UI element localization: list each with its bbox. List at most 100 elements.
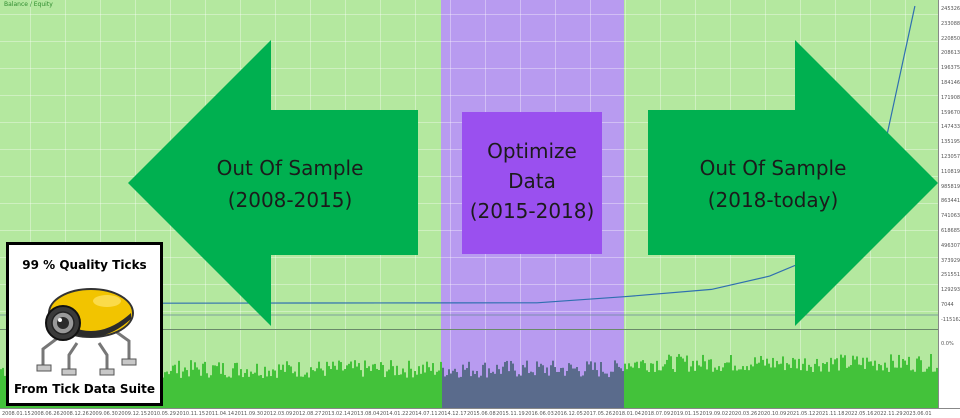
optimize-box [462,112,602,254]
deposit-load-bar [504,362,506,408]
price-axis-label: 741063 [941,213,960,220]
deposit-load-bar [388,369,390,408]
left-arrow-icon [128,40,418,326]
deposit-load-bar [526,360,528,408]
deposit-load-bar [374,363,376,408]
deposit-load-bar [368,366,370,408]
deposit-load-bar [860,365,862,408]
price-axis-label: 863441 [941,198,960,205]
deposit-load-bar [744,369,746,408]
deposit-load-bar [420,373,422,408]
deposit-load-bar [804,358,806,408]
deposit-load-bar [428,367,430,408]
deposit-load-bar [574,368,576,408]
chart-legend: Balance / Equity [4,1,53,8]
deposit-load-bar [836,358,838,408]
price-axis-label: 618685 [941,228,960,234]
deposit-load-bar [912,369,914,408]
time-axis-label: 2019.09.02 [699,411,729,417]
deposit-load-bar [292,373,294,408]
deposit-load-bar [304,374,306,408]
deposit-load-bar [500,373,502,408]
deposit-load-bar [818,366,820,408]
price-axis-label: 2330887 [941,20,960,27]
deposit-load-bar [350,361,352,408]
deposit-load-bar [324,375,326,408]
deposit-load-bar [426,361,428,408]
deposit-load-bar [364,360,366,408]
deposit-load-bar [790,367,792,408]
grid-line-vertical [625,0,626,408]
deposit-load-bar [276,377,278,408]
deposit-load-bar [910,370,912,408]
deposit-load-bar [884,362,886,408]
deposit-load-bar [184,367,186,408]
deposit-load-bar [672,368,674,408]
deposit-load-bar [780,363,782,408]
price-axis-label: 1963753 [941,65,960,72]
time-axis-label: 2008.01.15 [2,411,31,417]
deposit-load-bar [848,366,850,408]
deposit-load-bar [230,377,232,408]
time-axis-label: 2021.05.12 [786,411,816,417]
deposit-load-bar [606,373,608,408]
deposit-load-bar [404,372,406,408]
grid-line-horizontal [0,284,938,285]
deposit-load-bar [224,374,226,408]
deposit-load-bar [222,363,224,408]
deposit-load-bar [920,360,922,408]
time-axis-label: 2020.10.09 [757,411,787,417]
left-arrow-title: Out Of Sample [216,156,364,180]
deposit-load-bar [562,367,564,408]
deposit-load-bar [844,355,846,408]
deposit-load-bar [568,363,570,408]
deposit-load-bar [750,364,752,408]
deposit-load-bar [776,360,778,408]
time-axis-label: 2018.07.09 [641,411,671,417]
deposit-load-bar [476,370,478,408]
deposit-load-bar [312,370,314,408]
deposit-load-bar [638,368,640,408]
deposit-load-bar [688,371,690,408]
deposit-load-bar [706,369,708,408]
time-axis-label: 2011.04.14 [205,411,235,417]
deposit-load-bar [542,365,544,408]
deposit-load-bar [272,369,274,408]
deposit-load-bar [756,363,758,408]
deposit-load-bar [510,360,512,408]
deposit-load-bar [180,377,182,408]
deposit-load-bar [444,376,446,408]
deposit-load-bar [838,370,840,408]
deposit-load-bar [840,354,842,408]
deposit-load-bar [270,376,272,408]
deposit-load-bar [620,368,622,408]
deposit-load-bar [538,366,540,408]
deposit-load-bar [710,359,712,408]
time-axis-label: 2012.08.27 [292,411,322,417]
deposit-load-bar [482,364,484,408]
deposit-load-bar [932,371,934,408]
deposit-load-bar [378,370,380,408]
deposit-load-bar [876,370,878,408]
deposit-load-bar [612,371,614,408]
time-axis-label: 2014.01.22 [379,411,409,417]
deposit-load-bar [584,371,586,408]
deposit-load-bar [488,368,490,408]
deposit-load-bar [822,363,824,408]
deposit-load-bar [558,371,560,408]
deposit-load-bar [582,375,584,408]
deposit-load-bar [354,360,356,408]
grid-line-vertical [65,0,66,408]
deposit-load-bar [934,371,936,408]
deposit-load-bar [636,361,638,408]
deposit-load-bar [800,370,802,408]
time-axis-label: 2010.11.15 [176,411,206,417]
deposit-load-bar [262,377,264,408]
deposit-load-bar [300,376,302,408]
deposit-load-bar [578,371,580,408]
deposit-load-bar [4,375,6,408]
deposit-load-bar [398,374,400,408]
deposit-load-bar [564,375,566,408]
deposit-load-bar [474,373,476,408]
time-axis-label: 2016.06.03 [525,411,554,417]
